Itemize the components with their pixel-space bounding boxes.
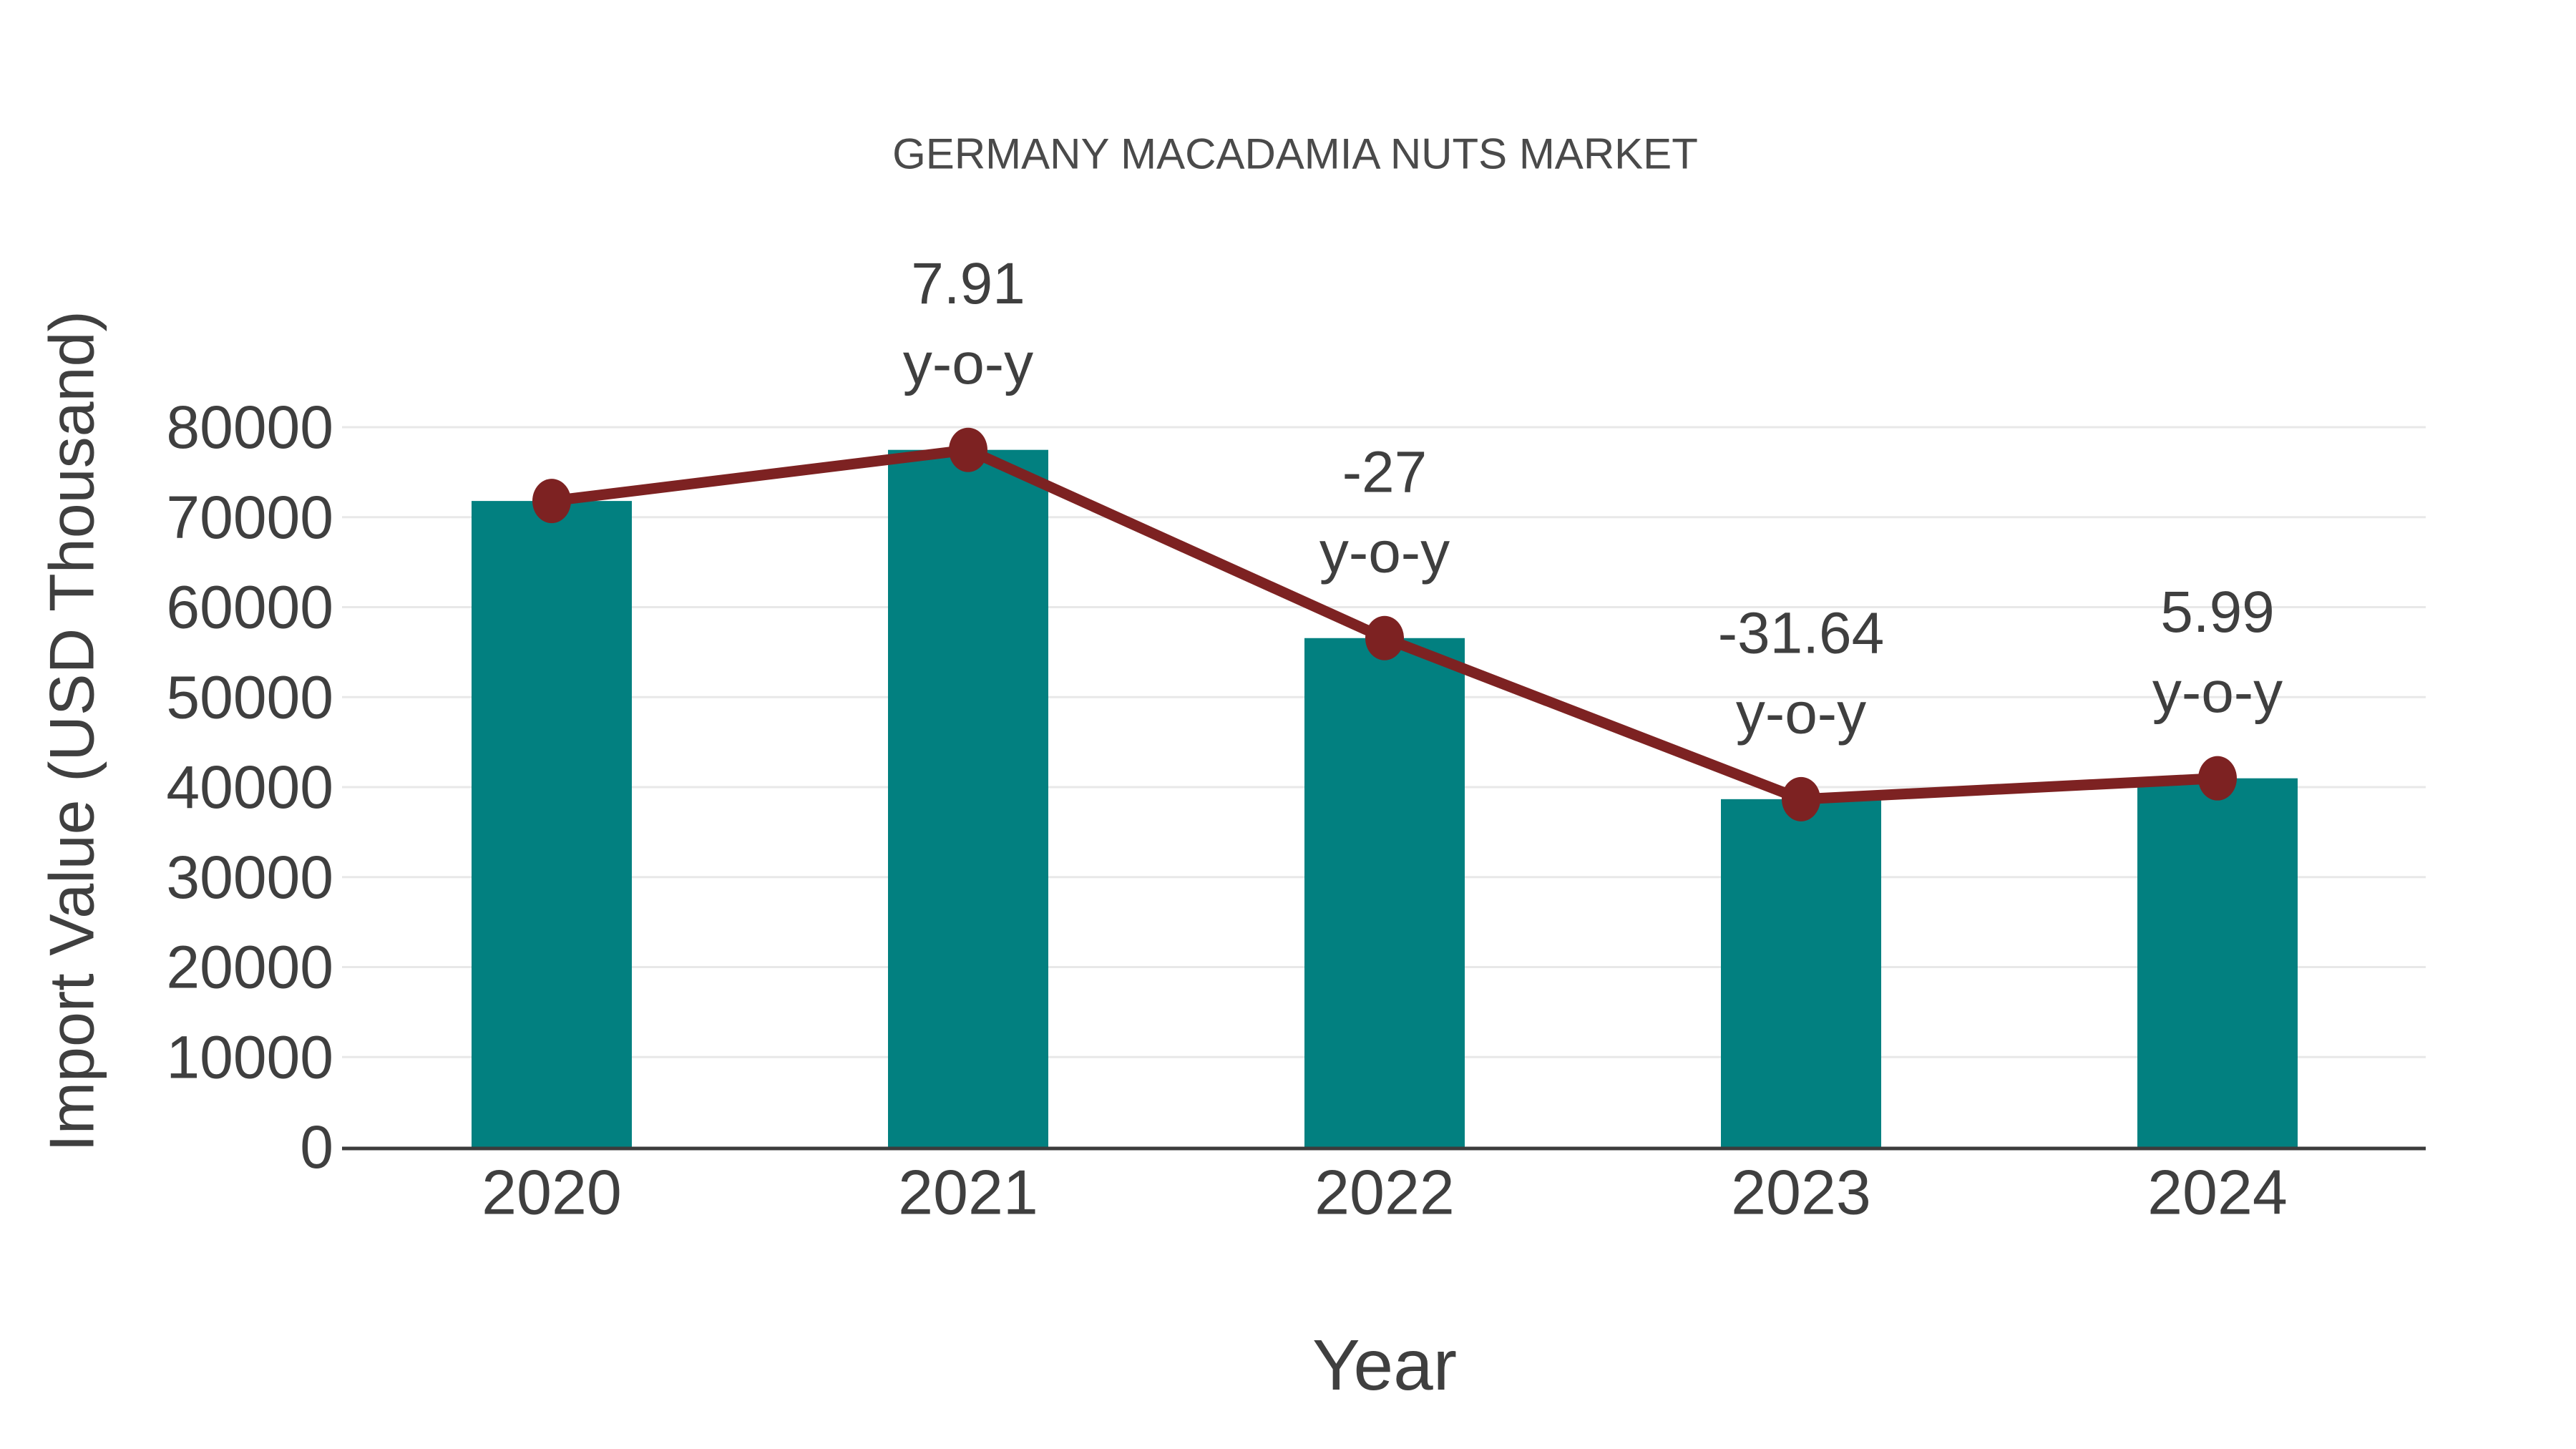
y-tick-label: 10000: [166, 1023, 333, 1091]
trend-point-2024: [2198, 756, 2237, 801]
bar-series: [472, 449, 2298, 1147]
trend-point-2020: [532, 479, 571, 524]
x-tick-label-2022: 2022: [1314, 1157, 1455, 1228]
annotation-value-2023: -31.64: [1718, 600, 1885, 665]
annotation-value-2021: 7.91: [911, 251, 1025, 316]
x-tick-label-2024: 2024: [2147, 1157, 2288, 1228]
bar-2020: [472, 501, 632, 1147]
annotations: 7.91 y-o-y -27 y-o-y -31.64 y-o-y 5.99 y-o-y: [903, 251, 2283, 746]
y-tick-label: 40000: [166, 753, 333, 821]
x-tick-labels: 2020 2021 2022 2023 2024: [482, 1157, 2288, 1228]
annotation-value-2024: 5.99: [2160, 580, 2275, 645]
annotation-suffix-2023: y-o-y: [1736, 680, 1866, 746]
annotation-value-2022: -27: [1342, 439, 1428, 504]
annotation-suffix-2022: y-o-y: [1319, 519, 1450, 585]
bar-2023: [1721, 799, 1881, 1147]
trend-point-2022: [1365, 615, 1404, 660]
y-tick-label: 20000: [166, 934, 333, 1001]
trend-point-2021: [949, 427, 987, 472]
y-tick-label: 70000: [166, 484, 333, 551]
y-tick-label: 60000: [166, 574, 333, 641]
y-tick-labels: 0 10000 20000 30000 40000 50000 60000 70000 8000…: [166, 394, 333, 1181]
chart-title: GERMANY MACADAMIA NUTS MARKET: [892, 130, 1698, 178]
y-tick-label: 80000: [166, 394, 333, 461]
y-axis-title: Import Value (USD Thousand): [36, 311, 107, 1152]
y-tick-label: 0: [300, 1113, 333, 1181]
annotation-suffix-2024: y-o-y: [2152, 660, 2283, 725]
bar-2021: [888, 449, 1048, 1147]
annotation-suffix-2021: y-o-y: [903, 331, 1033, 396]
x-tick-label-2021: 2021: [898, 1157, 1038, 1228]
line-series: [532, 427, 2237, 821]
x-tick-label-2020: 2020: [482, 1157, 622, 1228]
trend-point-2023: [1782, 776, 1820, 821]
bar-2022: [1304, 638, 1465, 1147]
y-tick-label: 50000: [166, 663, 333, 731]
bar-2024: [2137, 778, 2298, 1147]
x-tick-label-2023: 2023: [1731, 1157, 1871, 1228]
x-axis-title: Year: [1312, 1325, 1457, 1405]
y-tick-label: 30000: [166, 844, 333, 911]
